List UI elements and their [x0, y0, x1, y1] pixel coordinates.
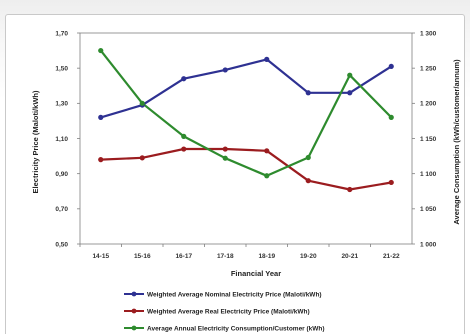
legend-marker-3	[131, 325, 137, 331]
data-point-series-3	[264, 173, 270, 179]
y-tick-label: 1,50	[55, 65, 68, 72]
y2-tick-label: 1 000	[420, 241, 437, 248]
data-point-series-1	[347, 90, 353, 96]
y2-tick-label: 1 200	[420, 101, 437, 108]
data-point-series-2	[264, 148, 270, 154]
y-tick-label: 1,10	[55, 136, 68, 143]
x-axis-label: Financial Year	[231, 269, 281, 278]
legend-label-2: Weighted Average Real Electricity Price …	[147, 308, 310, 315]
x-tick-label: 20-21	[341, 253, 358, 260]
legend-marker-2	[131, 308, 137, 314]
data-point-series-1	[222, 67, 228, 73]
x-tick-label: 21-22	[383, 253, 400, 260]
x-tick-label: 14-15	[92, 253, 109, 260]
x-tick-label: 19-20	[300, 253, 317, 260]
y2-tick-label: 1 150	[420, 136, 437, 143]
x-tick-label: 15-16	[134, 253, 151, 260]
legend-label-1: Weighted Average Nominal Electricity Pri…	[147, 291, 322, 298]
series-line-1	[100, 58, 392, 119]
legend-marker-1	[131, 291, 137, 297]
y2-tick-label: 1 050	[420, 206, 437, 213]
y-tick-label: 0,50	[55, 241, 68, 248]
legend-label-3: Average Annual Electricity Consumption/C…	[147, 325, 325, 332]
data-point-series-2	[305, 178, 311, 184]
data-point-series-2	[222, 146, 228, 152]
data-point-series-2	[388, 179, 394, 186]
data-point-series-3	[388, 114, 394, 120]
series-line-3	[99, 49, 393, 177]
data-point-series-3	[139, 100, 145, 106]
data-point-series-2	[181, 146, 187, 152]
data-point-series-3	[305, 154, 311, 161]
y2-tick-label: 1 100	[420, 171, 437, 178]
data-point-series-1	[388, 63, 394, 70]
data-point-series-2	[139, 155, 145, 161]
data-point-series-3	[98, 47, 104, 54]
y2-tick-label: 1 300	[420, 30, 437, 37]
data-point-series-2	[98, 157, 104, 163]
data-point-series-1	[264, 56, 270, 62]
data-point-series-1	[98, 114, 104, 120]
x-tick-label: 17-18	[217, 253, 234, 260]
data-point-series-3	[222, 155, 228, 161]
y-axis-label: Electricity Price (Maloti/kWh)	[31, 90, 40, 193]
y-tick-label: 1,30	[55, 101, 68, 108]
y-tick-label: 1,70	[55, 30, 68, 37]
data-point-series-2	[347, 186, 353, 193]
y2-axis-label: Average Consumption (kWh/customer/annum)	[452, 59, 461, 225]
series-line-2	[100, 147, 392, 191]
data-point-series-3	[181, 133, 187, 139]
data-point-series-1	[305, 90, 311, 96]
data-point-series-1	[181, 76, 187, 82]
y-tick-label: 0,90	[55, 171, 68, 178]
x-tick-label: 16-17	[175, 253, 192, 260]
data-point-series-3	[347, 72, 353, 78]
y2-tick-label: 1 250	[420, 65, 437, 72]
y-tick-label: 0,70	[55, 206, 68, 213]
x-tick-label: 18-19	[258, 253, 275, 260]
